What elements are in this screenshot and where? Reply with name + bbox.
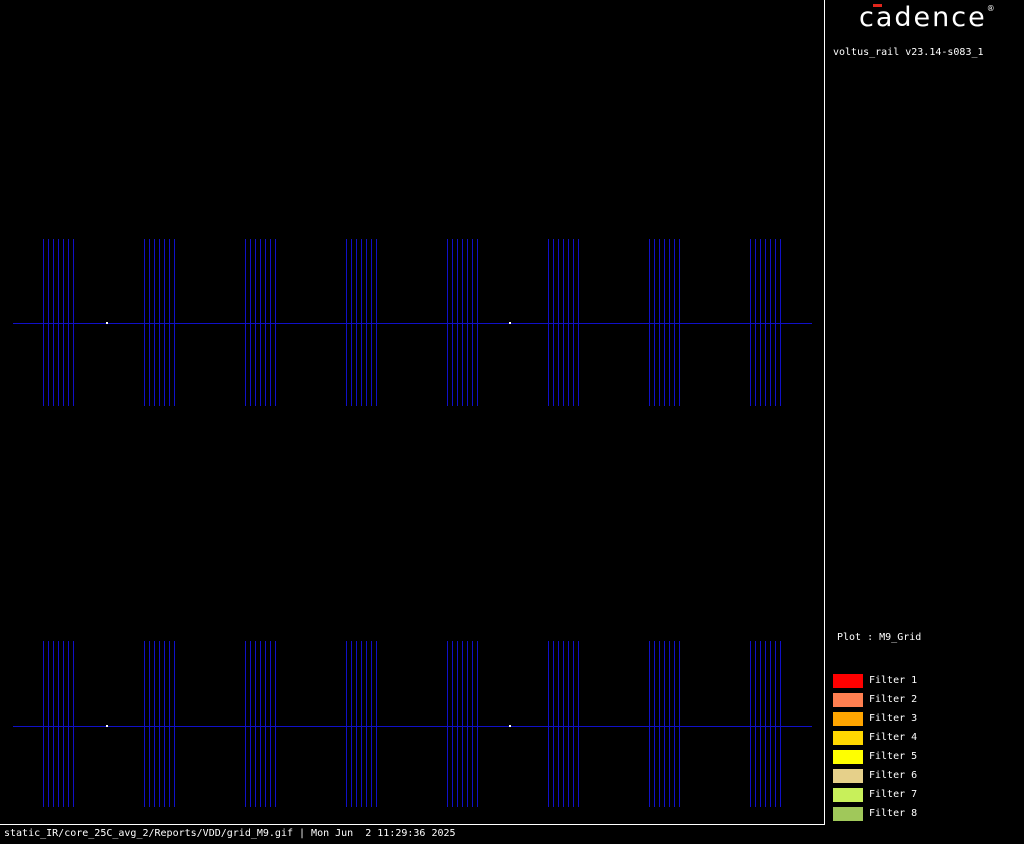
filter-legend: Filter 1 Filter 2 Filter 3 Filter 4 Filter 5… xyxy=(833,671,1013,823)
tool-version: voltus_rail v23.14-s083_1 xyxy=(833,47,984,58)
legend-item: Filter 6 xyxy=(833,766,1013,785)
legend-swatch xyxy=(833,673,863,688)
legend-swatch xyxy=(833,730,863,745)
logo-reg-mark: ® xyxy=(986,4,995,13)
legend-item: Filter 8 xyxy=(833,804,1013,823)
legend-item: Filter 7 xyxy=(833,785,1013,804)
via-marker xyxy=(106,725,108,727)
legend-label: Filter 1 xyxy=(869,675,918,686)
status-bar-text: static_IR/core_25C_avg_2/Reports/VDD/gri… xyxy=(4,828,456,839)
plot-name-label: Plot : M9_Grid xyxy=(837,632,922,643)
legend-swatch xyxy=(833,768,863,783)
legend-swatch xyxy=(833,749,863,764)
legend-label: Filter 8 xyxy=(869,808,918,819)
logo-text: cadence xyxy=(859,2,987,33)
legend-label: Filter 2 xyxy=(869,694,918,705)
legend-label: Filter 3 xyxy=(869,713,918,724)
legend-item: Filter 3 xyxy=(833,709,1013,728)
legend-label: Filter 5 xyxy=(869,751,918,762)
legend-label: Filter 6 xyxy=(869,770,918,781)
legend-swatch xyxy=(833,692,863,707)
legend-label: Filter 4 xyxy=(869,732,918,743)
legend-swatch xyxy=(833,711,863,726)
m9-grid-plot xyxy=(13,239,812,807)
plot-area[interactable] xyxy=(0,0,824,824)
side-panel: cadence® voltus_rail v23.14-s083_1 Plot … xyxy=(825,0,1024,825)
via-marker xyxy=(106,322,108,324)
legend-item: Filter 2 xyxy=(833,690,1013,709)
via-marker xyxy=(509,322,511,324)
logo-accent-dash xyxy=(873,4,882,7)
status-divider xyxy=(0,824,825,825)
legend-item: Filter 4 xyxy=(833,728,1013,747)
legend-item: Filter 5 xyxy=(833,747,1013,766)
panel-divider xyxy=(824,0,825,825)
cadence-logo: cadence® xyxy=(859,2,995,33)
legend-swatch xyxy=(833,787,863,802)
via-marker xyxy=(509,725,511,727)
legend-label: Filter 7 xyxy=(869,789,918,800)
legend-item: Filter 1 xyxy=(833,671,1013,690)
legend-swatch xyxy=(833,806,863,821)
